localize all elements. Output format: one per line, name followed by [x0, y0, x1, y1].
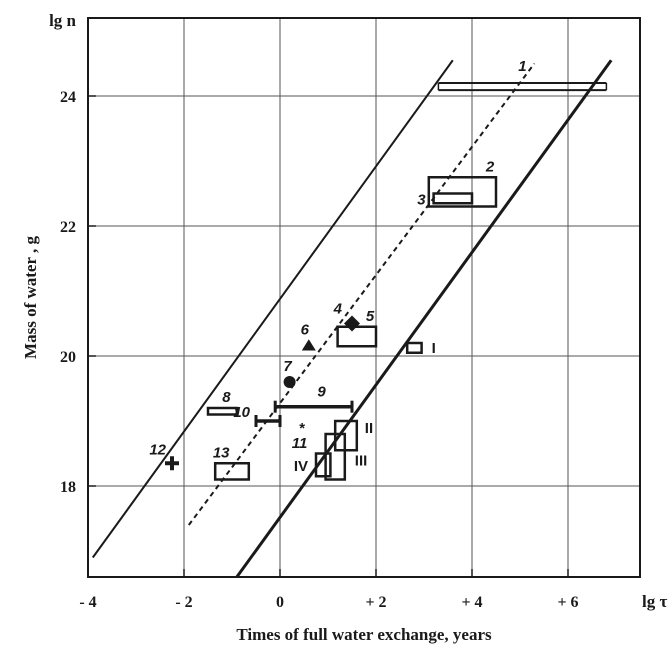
x-tick-label: + 4	[461, 594, 482, 611]
point-13-rect	[213, 462, 251, 481]
point-6-label: 6	[301, 321, 310, 338]
point-2-label: 2	[485, 158, 495, 175]
x-axis-end-label: lg τ	[642, 592, 667, 611]
point-4-diamond	[344, 315, 360, 332]
point-13-label: 13	[213, 444, 230, 461]
y-axis-title: Mass of water , g	[21, 236, 40, 359]
point-3-label: 3	[417, 191, 426, 208]
x-tick-label: - 4	[79, 594, 96, 611]
y-tick-label: 24	[60, 89, 76, 106]
point-9-label: 9	[317, 384, 326, 401]
trend-line-solid	[91, 59, 454, 559]
trend-line-solid	[235, 59, 613, 577]
point-6-triangle	[301, 339, 316, 351]
point-1-label: 1	[518, 58, 526, 75]
point-iv-rect	[314, 452, 332, 478]
x-tick-label: + 2	[365, 594, 386, 611]
point-8-label: 8	[222, 389, 231, 406]
point-i-rect	[405, 341, 423, 354]
y-axis-end-label: lg n	[49, 11, 76, 30]
point-iii-rect	[324, 432, 347, 481]
point-10-label: 10	[233, 404, 250, 421]
x-tick-label: 0	[276, 594, 284, 611]
x-axis-title: Times of full water exchange, years	[236, 625, 492, 644]
x-tick-label: + 6	[557, 594, 578, 611]
point-iii-label: III	[355, 453, 368, 470]
point-3-rect	[432, 192, 474, 205]
trend-line-dashed	[187, 62, 536, 526]
point-7-label: 7	[283, 358, 292, 375]
point-i-label: I	[432, 340, 436, 357]
point-11-label: 11	[292, 435, 308, 452]
y-tick-label: 18	[60, 479, 76, 496]
point-ii-label: II	[365, 420, 373, 437]
point-4-label: 4	[333, 301, 343, 318]
point-11-star: *	[299, 420, 306, 437]
x-tick-label: - 2	[175, 594, 192, 611]
point-5-label: 5	[366, 308, 375, 325]
point-7-circle	[283, 376, 296, 388]
y-tick-label: 22	[60, 219, 76, 236]
plot-frame	[87, 17, 641, 578]
point-2-rect	[427, 176, 498, 208]
point-iv-label: IV	[294, 458, 308, 475]
point-5-rect	[336, 325, 378, 348]
point-12-label: 12	[149, 441, 166, 458]
y-tick-label: 20	[60, 349, 76, 366]
point-8-rect	[206, 406, 239, 416]
